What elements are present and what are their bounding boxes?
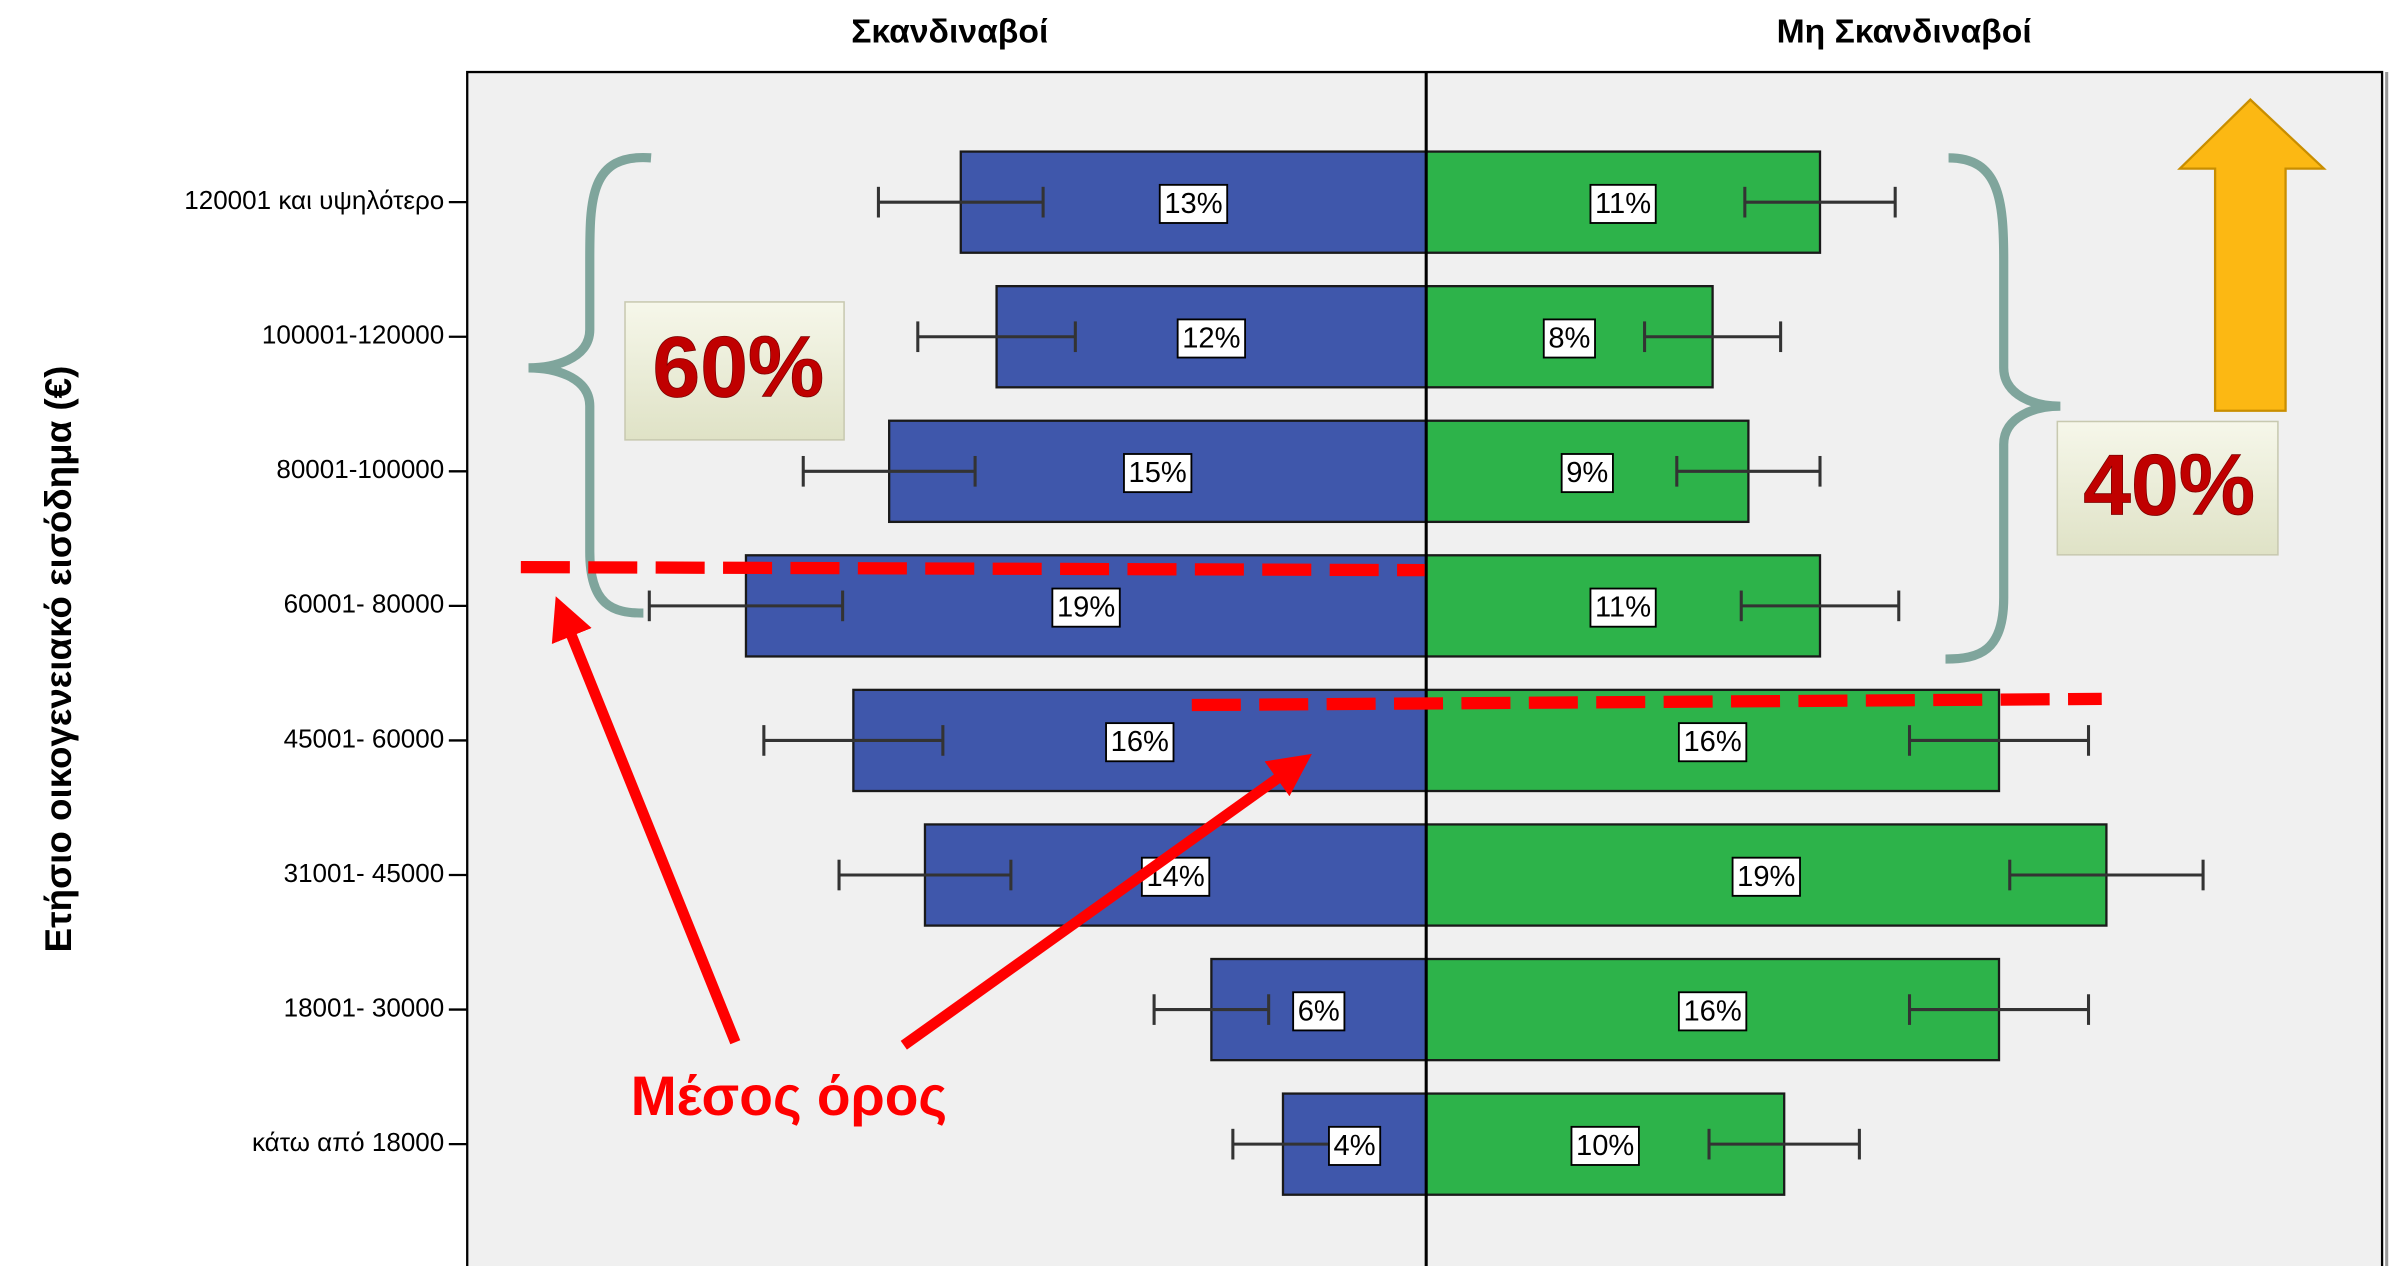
data-label: 16% bbox=[1111, 726, 1169, 758]
pointer-arrow bbox=[551, 596, 741, 1045]
data-label: 11% bbox=[1595, 188, 1651, 220]
y-tick-label: 80001-100000 bbox=[276, 454, 444, 484]
y-tick-label: 31001- 45000 bbox=[284, 858, 445, 888]
y-tick-label: 60001- 80000 bbox=[284, 589, 445, 619]
error-bar bbox=[1675, 455, 1822, 487]
data-label-box bbox=[1677, 722, 1748, 763]
data-label: 9% bbox=[1566, 457, 1608, 489]
error-bar bbox=[916, 321, 1077, 353]
data-label: 19% bbox=[1737, 861, 1795, 893]
y-axis-label: Ετήσιο οικογενειακό εισόδημα (€) bbox=[38, 366, 79, 953]
error-bar bbox=[876, 186, 1045, 218]
annotation-box bbox=[2056, 420, 2279, 556]
y-tick-label: 100001-120000 bbox=[262, 320, 444, 350]
panel-title: Μη Σκανδιναβοί bbox=[1777, 13, 2032, 51]
data-label-box bbox=[1123, 453, 1193, 494]
annotation: Μέσος όρος bbox=[631, 1065, 947, 1127]
data-label-box bbox=[1589, 587, 1657, 628]
error-bar bbox=[762, 725, 945, 756]
y-tick-label: κάτω από 18000 bbox=[252, 1127, 444, 1157]
data-label: 11% bbox=[1595, 592, 1651, 624]
data-label-box bbox=[1140, 856, 1211, 897]
error-bar bbox=[1907, 725, 2091, 756]
data-label-box bbox=[1105, 722, 1175, 763]
mean-line bbox=[1191, 692, 2102, 712]
data-label: 10% bbox=[1576, 1130, 1634, 1162]
error-bar bbox=[2008, 859, 2205, 891]
data-label-box bbox=[1542, 318, 1596, 359]
data-label-box bbox=[1560, 453, 1614, 494]
annotation: 60% bbox=[653, 320, 825, 416]
y-tick-label: 120001 και υψηλότερο bbox=[184, 185, 444, 215]
brace bbox=[1945, 153, 2061, 664]
data-label: 15% bbox=[1129, 457, 1187, 489]
data-label-box bbox=[1158, 183, 1229, 224]
data-label: 6% bbox=[1298, 995, 1340, 1027]
error-bar bbox=[647, 590, 845, 622]
data-label: 19% bbox=[1057, 592, 1115, 624]
error-bar bbox=[837, 859, 1013, 891]
data-label: 16% bbox=[1683, 726, 1741, 758]
annotation-box bbox=[624, 301, 845, 441]
error-bar bbox=[1707, 1128, 1861, 1160]
data-label-box bbox=[1328, 1125, 1382, 1166]
error-bar bbox=[801, 455, 977, 487]
data-label-box bbox=[1176, 318, 1247, 359]
error-bar bbox=[1643, 321, 1783, 353]
mean-line bbox=[520, 560, 1425, 577]
up-arrow bbox=[2177, 98, 2327, 412]
data-label-box bbox=[1589, 183, 1657, 224]
annotation: 40% bbox=[2083, 438, 2255, 534]
data-label: 8% bbox=[1548, 322, 1590, 354]
data-label-box bbox=[1731, 856, 1801, 897]
error-bar bbox=[1739, 590, 1901, 622]
data-label-box bbox=[1292, 991, 1346, 1032]
data-label: 13% bbox=[1164, 188, 1222, 220]
y-tick-label: 45001- 60000 bbox=[284, 723, 445, 753]
y-tick-label: 18001- 30000 bbox=[284, 992, 445, 1022]
error-bar bbox=[1907, 994, 2091, 1025]
data-label: 4% bbox=[1334, 1130, 1376, 1162]
error-bar bbox=[1743, 186, 1897, 218]
data-label-box bbox=[1051, 587, 1121, 628]
brace bbox=[528, 153, 652, 618]
marks: 120001 και υψηλότερο 100001-120000 80001-1… bbox=[184, 150, 2205, 1196]
data-label-box bbox=[1570, 1125, 1640, 1166]
data-label-box bbox=[1677, 991, 1748, 1032]
panel-title: Σκανδιναβοί bbox=[851, 13, 1048, 51]
pointer-arrow bbox=[900, 753, 1312, 1050]
error-bar bbox=[1152, 994, 1271, 1025]
data-label: 16% bbox=[1683, 995, 1741, 1027]
data-label: 12% bbox=[1182, 322, 1240, 354]
